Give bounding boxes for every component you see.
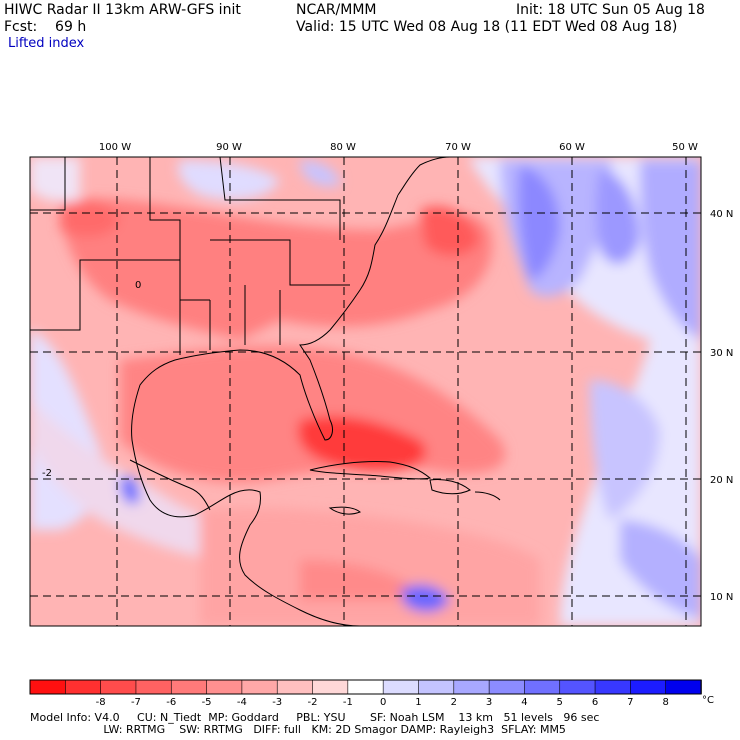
colorbar-tick-label: 6: [592, 697, 598, 708]
lon-label: 80 W: [330, 142, 356, 153]
colorbar-tick-label: -5: [202, 697, 212, 708]
colorbar-tick-label: 8: [662, 697, 668, 708]
colorbar-tick-label: 5: [557, 697, 563, 708]
colorbar-swatch: [241, 679, 279, 695]
colorbar-unit: °C: [702, 695, 714, 706]
colorbar-tick-label: 7: [627, 697, 633, 708]
colorbar-tick-label: 3: [486, 697, 492, 708]
colorbar-swatch: [382, 679, 420, 695]
colorbar-frame: [29, 679, 702, 695]
colorbar-swatch: [170, 679, 208, 695]
colorbar-tick-label: -8: [96, 697, 106, 708]
lat-label: 40 N: [710, 209, 733, 220]
colorbar-tick-label: -1: [343, 697, 353, 708]
lon-label: 70 W: [445, 142, 471, 153]
lon-label: 100 W: [99, 142, 131, 153]
colorbar-tick-label: -2: [308, 697, 318, 708]
model-info-line2: LW: RRTMG SW: RRTMG DIFF: full KM: 2D Sm…: [30, 723, 566, 736]
contour-label-zero: 0: [135, 280, 141, 291]
init-time: Init: 18 UTC Sun 05 Aug 18: [516, 2, 705, 18]
lon-label: 60 W: [559, 142, 585, 153]
lat-label: 30 N: [710, 348, 733, 359]
colorbar-swatch: [665, 679, 702, 695]
colorbar-ticks: -8 -7 -6 -5 -4 -3 -2 -1 0 1 2 3 4 5 6 7 8: [96, 697, 669, 708]
colorbar-tick-label: -7: [131, 697, 141, 708]
colorbar-swatch: [65, 679, 102, 695]
colorbar-swatch: [29, 679, 67, 695]
colorbar-tick-label: 0: [380, 697, 386, 708]
colorbar-swatch: [135, 679, 173, 695]
contour-label-minus2: -2: [42, 468, 52, 479]
lon-label: 90 W: [216, 142, 242, 153]
lifted-index-field: [30, 157, 701, 626]
coastlines: [30, 157, 501, 626]
colorbar-swatch: [524, 679, 561, 695]
colorbar-swatch: [488, 679, 526, 695]
colorbar-swatch: [347, 679, 384, 695]
lat-labels: 40 N 30 N 20 N 10 N: [710, 209, 733, 603]
colorbar-swatch: [418, 679, 455, 695]
colorbar-tick-label: 4: [521, 697, 527, 708]
map-frame: [29, 156, 702, 627]
colorbar-swatch: [453, 679, 490, 695]
colorbar-tick-label: 2: [451, 697, 457, 708]
lat-label: 20 N: [710, 475, 733, 486]
lat-label: 10 N: [710, 592, 733, 603]
colorbar-tick-label: 1: [415, 697, 421, 708]
model-info-line1: Model Info: V4.0 CU: N_Tiedt MP: Goddard…: [30, 711, 600, 724]
colorbar-swatch: [559, 679, 596, 695]
map-area: 0 -2: [30, 157, 701, 626]
colorbar-swatch: [206, 679, 243, 695]
colorbar: [29, 679, 702, 695]
lon-labels: 100 W 90 W 80 W 70 W 60 W 50 W: [99, 142, 698, 153]
colorbar-swatch: [312, 679, 349, 695]
colorbar-swatch: [100, 679, 137, 695]
forecast-hour: Fcst: 69 h: [4, 19, 87, 35]
colorbar-tick-label: -3: [272, 697, 282, 708]
org-label: NCAR/MMM: [296, 2, 377, 18]
colorbar-tick-label: -4: [237, 697, 247, 708]
colorbar-swatch: [594, 679, 632, 695]
colorbar-tick-label: -6: [166, 697, 176, 708]
valid-time: Valid: 15 UTC Wed 08 Aug 18 (11 EDT Wed …: [296, 19, 678, 35]
model-title: HIWC Radar II 13km ARW-GFS init: [4, 2, 241, 18]
colorbar-swatch: [630, 679, 667, 695]
field-name: Lifted index: [8, 36, 85, 51]
lat-lon-grid: [30, 157, 701, 626]
lon-label: 50 W: [672, 142, 698, 153]
colorbar-swatch: [276, 679, 314, 695]
